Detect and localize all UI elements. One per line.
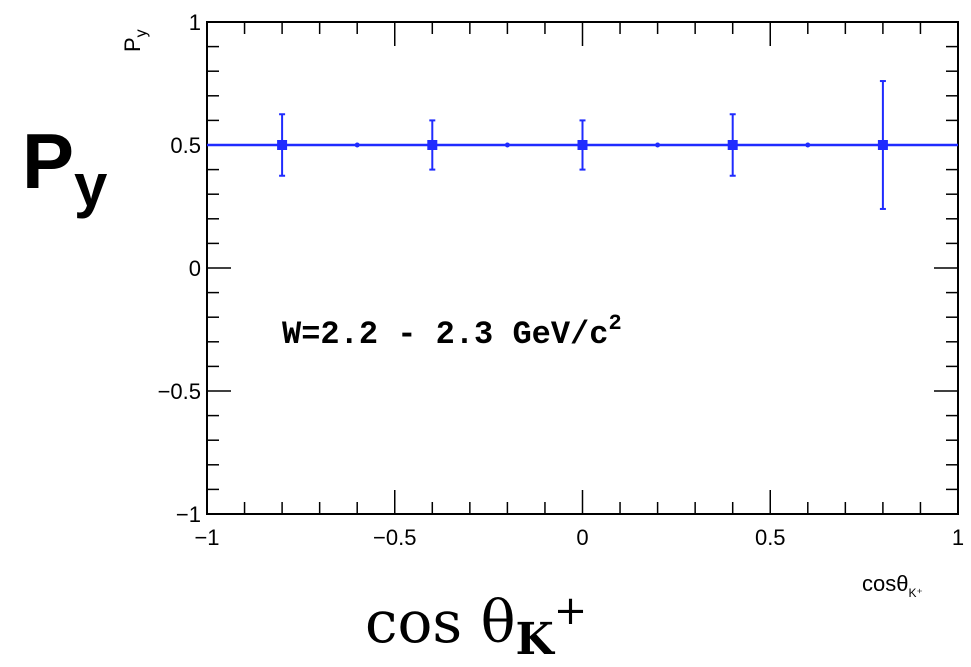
x-tick-label: 0: [576, 525, 588, 550]
y-tick-label: 0: [189, 256, 201, 281]
major-ticks: [206, 21, 959, 515]
y-tick-label: −0.5: [158, 379, 201, 404]
line-marker: [655, 142, 661, 148]
x-axis-title: cosθK⁺: [862, 571, 923, 600]
line-marker: [504, 142, 510, 148]
line-marker: [354, 142, 360, 148]
minor-ticks: [207, 22, 958, 514]
data-point: [277, 140, 288, 150]
x-tick-label: −1: [194, 525, 219, 550]
data-point: [427, 140, 438, 150]
line-marker: [805, 142, 811, 148]
x-tick-label: −0.5: [373, 525, 416, 550]
y-axis-title: Py: [120, 29, 150, 52]
data-point: [877, 140, 888, 150]
tick-labels: −1 −0.5 0 0.5 1 −1 −0.5 0 0.5 1: [158, 10, 965, 550]
y-tick-label: 1: [189, 10, 201, 35]
x-tick-label: 1: [952, 525, 964, 550]
y-tick-label: −1: [176, 502, 201, 527]
plot-frame: [206, 21, 959, 515]
big-y-label: Py: [22, 117, 108, 219]
y-tick-label: 0.5: [170, 133, 201, 158]
data-point: [577, 140, 588, 150]
data-point: [727, 140, 738, 150]
annotation: W=2.2 - 2.3 GeV/c2: [282, 311, 622, 353]
x-tick-label: 0.5: [755, 525, 786, 550]
data-series: [207, 80, 958, 210]
big-x-label: cos θK+: [365, 588, 587, 665]
